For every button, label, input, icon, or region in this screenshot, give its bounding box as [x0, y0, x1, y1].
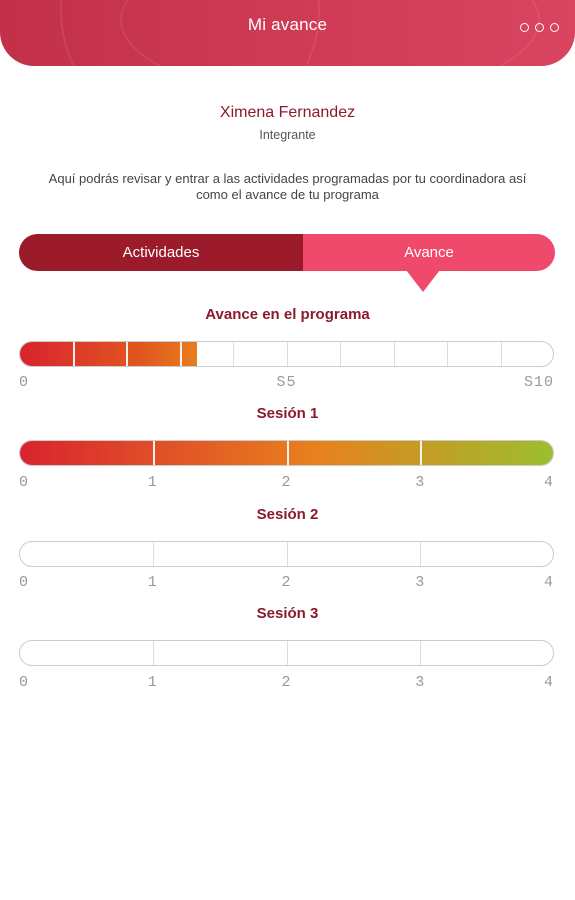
progress-segment-divider: [420, 641, 422, 665]
tick-label: 3: [415, 674, 426, 691]
progress-segment-divider: [393, 342, 395, 366]
progress-segment-divider: [500, 342, 502, 366]
tick-label: S5: [276, 374, 297, 391]
tick-label: 0: [19, 574, 30, 591]
progress-segment-divider: [286, 441, 289, 465]
progress-segment-divider: [286, 641, 288, 665]
progress-segment-divider: [126, 342, 128, 366]
progress-segment-divider: [286, 342, 288, 366]
page-title: Mi avance: [247, 15, 328, 34]
tick-label: 0: [19, 374, 30, 391]
tick-label: 0: [19, 474, 30, 491]
progress-segment-divider: [152, 542, 154, 566]
tick-label: 2: [281, 674, 292, 691]
dot: [535, 23, 544, 32]
dot: [550, 23, 559, 32]
tick-label: 0: [19, 674, 30, 691]
dot: [520, 23, 529, 32]
tick-label: 2: [281, 574, 292, 591]
program-progress-bar: [19, 341, 554, 367]
tab-bar: Actividades Avance: [19, 234, 555, 292]
session-2-title: Sesión 2: [256, 506, 319, 523]
progress-segment-divider: [420, 441, 423, 465]
progress-segment-divider: [286, 542, 288, 566]
tick-label: 4: [543, 474, 554, 491]
tick-label: 4: [543, 574, 554, 591]
tick-label: S10: [523, 374, 554, 391]
progress-segment-divider: [420, 542, 422, 566]
session-3-progress-bar: [19, 640, 554, 666]
tick-label: 2: [281, 474, 292, 491]
progress-segment-divider: [179, 342, 182, 366]
tick-label: 4: [543, 674, 554, 691]
progress-segment-divider: [72, 342, 75, 366]
page-description: Aquí podrás revisar y entrar a las activ…: [48, 171, 527, 202]
tick-label: 1: [147, 474, 158, 491]
tick-label: 1: [147, 574, 158, 591]
user-name: Ximena Fernandez: [219, 104, 356, 121]
progress-segment-divider: [233, 342, 234, 366]
tick-label: 3: [415, 474, 426, 491]
progress-fill: [20, 342, 197, 366]
tab-avance[interactable]: Avance: [303, 234, 555, 292]
tick-label: 3: [415, 574, 426, 591]
app-header: Mi avance: [0, 0, 575, 66]
progress-segment-divider: [152, 441, 155, 465]
progress-segment-divider: [340, 342, 341, 366]
session-2-progress-bar: [19, 541, 554, 567]
session-1-progress-bar: [19, 440, 554, 466]
tick-label: 1: [147, 674, 158, 691]
progress-segment-divider: [447, 342, 448, 366]
tab-actividades[interactable]: Actividades: [19, 234, 303, 271]
session-1-title: Sesión 1: [256, 405, 319, 422]
user-role: Integrante: [259, 128, 316, 142]
session-3-title: Sesión 3: [256, 605, 319, 622]
more-dots-icon[interactable]: [520, 23, 559, 32]
program-progress-title: Avance en el programa: [205, 306, 370, 323]
progress-segment-divider: [152, 641, 154, 665]
